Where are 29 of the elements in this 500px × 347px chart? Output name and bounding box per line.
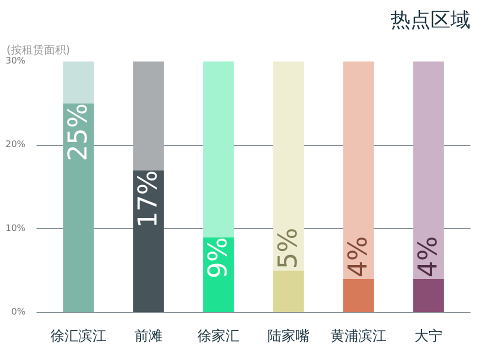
data-label: 9% [204, 237, 234, 278]
bar [413, 62, 444, 280]
x-tick-label: 徐汇滨江 [50, 328, 106, 344]
x-tick-label: 前滩 [134, 328, 162, 344]
bar [273, 270, 304, 312]
y-tick-label: 10% [5, 224, 26, 234]
bar [203, 62, 234, 238]
bar [343, 62, 374, 280]
bar [133, 170, 164, 312]
y-tick-label: 0% [11, 308, 26, 318]
data-label: 4% [414, 236, 444, 278]
chart-title: 热点区域 [390, 8, 470, 32]
data-label: 17% [134, 170, 164, 228]
y-tick-label: 30% [5, 56, 26, 66]
x-tick-label: 陆家嘴 [268, 328, 310, 344]
bar [343, 279, 374, 312]
data-label: 5% [274, 228, 304, 269]
bar [63, 62, 94, 104]
chart-subtitle: (按租赁面积) [6, 44, 70, 56]
x-tick-label: 黄浦滨江 [330, 328, 386, 344]
bar [63, 103, 94, 312]
data-label: 4% [344, 236, 374, 278]
y-tick-label: 20% [5, 140, 26, 150]
x-tick-label: 大宁 [414, 328, 442, 344]
data-label: 25% [64, 103, 94, 162]
bar [273, 62, 304, 271]
x-tick-label: 徐家汇 [198, 328, 240, 344]
bar [413, 279, 444, 312]
bar [133, 62, 164, 170]
